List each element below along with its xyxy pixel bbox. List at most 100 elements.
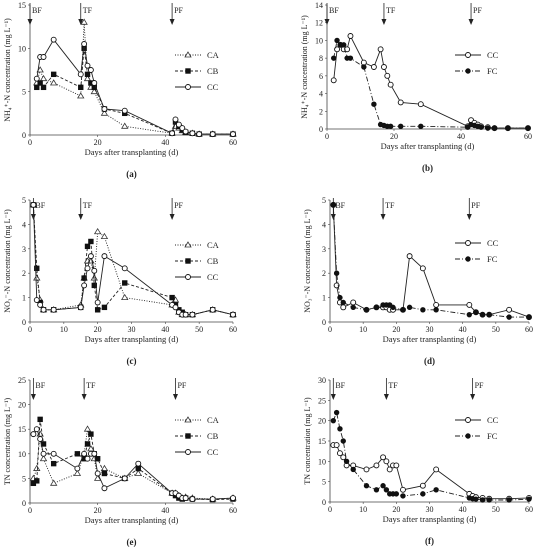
data-point	[49, 79, 58, 86]
data-point	[473, 496, 479, 502]
data-point	[418, 123, 424, 130]
data-point	[84, 265, 91, 272]
x-tick-label: 40	[457, 132, 465, 141]
data-point	[377, 46, 384, 53]
data-point	[383, 487, 390, 493]
fertilization-arrowhead	[381, 19, 387, 25]
data-point	[182, 128, 189, 135]
fertilization-label: PF	[174, 201, 183, 210]
y-tick-label: 5	[22, 474, 26, 483]
y-axis-title: TN concentration (mg L⁻¹)	[303, 397, 312, 485]
data-point	[525, 125, 531, 131]
legend-marker	[465, 256, 471, 262]
series-line	[32, 204, 234, 316]
data-point	[479, 311, 486, 318]
data-point	[230, 495, 236, 502]
data-point	[34, 265, 40, 272]
fertilization-arrowhead	[30, 394, 36, 400]
data-point	[81, 275, 87, 281]
data-point	[34, 478, 40, 484]
y-tick-label: 2	[319, 107, 323, 116]
fertilization-arrowhead	[172, 394, 178, 400]
data-point	[373, 487, 380, 493]
data-point	[40, 306, 47, 313]
x-tick-label: 60	[525, 325, 533, 334]
data-point	[77, 92, 85, 99]
x-tick-label: 40	[459, 505, 467, 514]
y-tick-label: 15	[318, 437, 326, 446]
y-tick-label: 3	[322, 245, 326, 254]
x-tick-label: 30	[426, 325, 434, 334]
fertilization-label: TF	[83, 6, 93, 15]
data-point	[33, 464, 41, 471]
series-FC: FC	[330, 409, 532, 503]
legend-marker	[184, 51, 192, 58]
fertilization-arrowhead	[27, 19, 33, 25]
y-tick-label: 15	[18, 425, 26, 434]
x-tick-label: 60	[524, 132, 532, 141]
panel-label: (d)	[424, 356, 435, 366]
data-point	[466, 301, 473, 308]
data-point	[77, 304, 84, 311]
data-point	[39, 74, 48, 82]
data-point	[37, 80, 43, 86]
data-point	[380, 483, 386, 489]
data-point	[340, 438, 346, 444]
legend-marker	[185, 274, 191, 280]
fertilization-label: BF	[35, 201, 45, 210]
series-CA: CA	[33, 18, 237, 137]
y-tick-label: 1	[322, 294, 326, 303]
y-tick-label: 10	[18, 44, 26, 53]
data-point	[121, 107, 128, 114]
panel-b: 0 2 4 6 8 10 12 14 0 20 40 60 Days after transplanti…	[300, 1, 532, 173]
data-point	[230, 311, 236, 318]
y-tick-label: 25	[318, 396, 326, 405]
series-CA: CA	[29, 201, 237, 318]
data-point	[94, 299, 101, 306]
x-tick-label: 50	[492, 505, 500, 514]
data-point	[347, 55, 354, 61]
panel-label: (f)	[425, 536, 434, 546]
data-point	[91, 450, 98, 457]
data-point	[172, 304, 179, 311]
data-point	[505, 125, 511, 131]
legend-label: FC	[487, 66, 498, 76]
data-point	[506, 306, 513, 313]
data-point	[77, 71, 84, 78]
y-tick-label: 0	[22, 318, 26, 327]
data-point	[485, 125, 491, 131]
series-CC: CC	[330, 415, 532, 502]
series-CC: CC	[33, 36, 236, 138]
series-CC: CC	[330, 201, 532, 321]
data-point	[473, 309, 479, 315]
data-point	[37, 436, 44, 442]
y-tick-label: 0	[22, 131, 26, 140]
legend-label: CA	[207, 415, 220, 425]
series-line	[32, 429, 234, 500]
panel-a: 0 5 10 15 0 20 40 60 Days after transplanting (d…	[3, 1, 237, 179]
data-point	[94, 456, 101, 462]
data-point	[33, 297, 40, 303]
x-tick-label: 40	[161, 138, 169, 147]
data-point	[33, 274, 41, 281]
x-tick-label: 20	[94, 506, 102, 515]
data-point	[433, 487, 439, 493]
series-CC: CC	[30, 201, 236, 318]
data-point	[182, 311, 189, 318]
legend-label: CC	[207, 82, 219, 92]
data-point	[350, 304, 356, 311]
series-CC: CC	[30, 426, 236, 503]
data-point	[386, 466, 393, 473]
y-tick-label: 12	[315, 19, 323, 28]
x-tick-label: 0	[28, 325, 32, 334]
legend-label: CA	[207, 240, 220, 250]
data-point	[189, 311, 196, 318]
data-point	[209, 131, 216, 138]
data-point	[87, 253, 94, 260]
panel-label: (e)	[127, 537, 137, 547]
y-tick-label: 4	[322, 220, 326, 229]
data-point	[74, 451, 81, 457]
data-point	[400, 493, 406, 499]
